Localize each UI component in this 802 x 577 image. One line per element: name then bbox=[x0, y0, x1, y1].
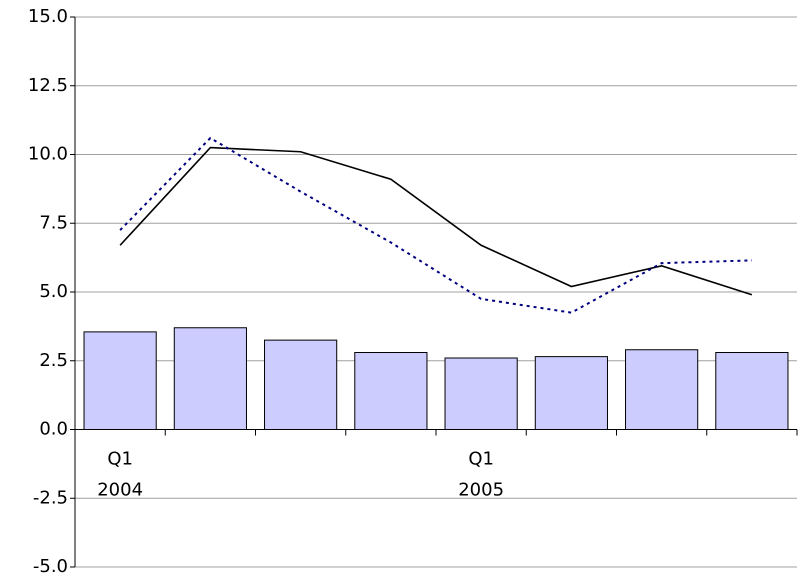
line-series bbox=[119, 136, 752, 314]
bar bbox=[625, 349, 699, 430]
y-tick-label: 7.5 bbox=[39, 212, 68, 233]
y-tick-label: 10.0 bbox=[28, 144, 68, 165]
y-tick-label: -2.5 bbox=[33, 487, 68, 508]
bar bbox=[83, 331, 157, 430]
y-tick-label: 0.0 bbox=[39, 419, 68, 440]
x-tick-label: Q1 2004 bbox=[97, 449, 143, 501]
line-series bbox=[119, 146, 753, 296]
bar bbox=[534, 356, 608, 430]
bar bbox=[715, 352, 789, 430]
bar bbox=[444, 357, 518, 430]
y-tick-label: 12.5 bbox=[28, 75, 68, 96]
bar bbox=[264, 339, 338, 430]
bar bbox=[173, 327, 247, 430]
y-tick-label: 15.0 bbox=[28, 6, 68, 27]
y-tick-label: 2.5 bbox=[39, 350, 68, 371]
y-tick-label: 5.0 bbox=[39, 281, 68, 302]
y-tick-label: -5.0 bbox=[33, 556, 68, 577]
bar bbox=[354, 352, 428, 430]
x-tick-label: Q1 2005 bbox=[458, 449, 504, 501]
